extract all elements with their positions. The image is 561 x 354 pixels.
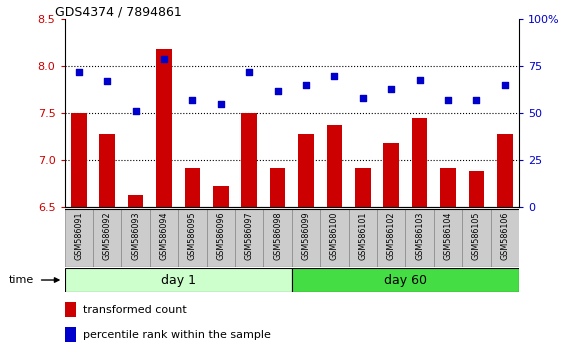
Bar (270, 168, 286, 207)
Text: percentile rank within the sample: percentile rank within the sample (82, 330, 270, 339)
Bar (93, 209, 121, 267)
Bar (497, 134, 513, 207)
Point (472, 97, 481, 103)
Bar (128, 195, 143, 207)
Text: GSM586103: GSM586103 (415, 212, 424, 260)
Bar (241, 113, 257, 207)
Text: GSM586097: GSM586097 (245, 212, 254, 261)
Point (216, 101, 225, 107)
Point (387, 86, 396, 92)
Point (74, 69, 83, 75)
Bar (292, 268, 519, 292)
Bar (178, 209, 206, 267)
Bar (320, 209, 348, 267)
Bar (440, 168, 456, 207)
Point (245, 69, 254, 75)
Point (415, 77, 424, 82)
Bar (383, 143, 399, 207)
Point (330, 73, 339, 79)
Bar (156, 50, 172, 207)
Point (131, 109, 140, 114)
Bar (150, 209, 178, 267)
Text: GSM586092: GSM586092 (103, 212, 112, 261)
Point (301, 82, 310, 88)
Point (500, 82, 509, 88)
Text: GSM586099: GSM586099 (301, 212, 310, 261)
Bar (121, 209, 150, 267)
Bar (65, 327, 76, 342)
Text: GSM586101: GSM586101 (358, 212, 367, 260)
Bar (263, 209, 292, 267)
Bar (490, 209, 519, 267)
Bar (468, 171, 484, 207)
Bar (406, 209, 434, 267)
Point (443, 97, 452, 103)
Bar (327, 125, 342, 207)
Bar (298, 134, 314, 207)
Bar (71, 113, 86, 207)
Text: GSM586104: GSM586104 (443, 212, 452, 260)
Point (188, 97, 197, 103)
Text: GDS4374 / 7894861: GDS4374 / 7894861 (56, 5, 182, 18)
Text: GSM586100: GSM586100 (330, 212, 339, 260)
Bar (99, 134, 115, 207)
Text: GSM586105: GSM586105 (472, 212, 481, 260)
Text: GSM586098: GSM586098 (273, 212, 282, 260)
Text: GSM586091: GSM586091 (74, 212, 83, 260)
Bar (185, 168, 200, 207)
Text: GSM586094: GSM586094 (159, 212, 168, 260)
Text: GSM586093: GSM586093 (131, 212, 140, 260)
Bar (65, 268, 292, 292)
Text: time: time (8, 275, 34, 285)
Point (273, 88, 282, 93)
Bar (412, 118, 427, 207)
Bar (377, 209, 406, 267)
Bar (292, 209, 320, 267)
Text: GSM586102: GSM586102 (387, 212, 396, 260)
Bar (206, 209, 235, 267)
Point (358, 96, 367, 101)
Bar (355, 168, 370, 207)
Text: transformed count: transformed count (82, 305, 186, 315)
Bar (434, 209, 462, 267)
Text: day 60: day 60 (384, 274, 427, 286)
Point (103, 79, 112, 84)
Text: GSM586106: GSM586106 (500, 212, 509, 260)
Bar (65, 302, 76, 317)
Text: day 1: day 1 (160, 274, 196, 286)
Text: GSM586096: GSM586096 (216, 212, 225, 260)
Bar (462, 209, 490, 267)
Point (159, 56, 168, 62)
Bar (65, 209, 93, 267)
Bar (348, 209, 377, 267)
Bar (213, 187, 228, 207)
Bar (235, 209, 263, 267)
Text: GSM586095: GSM586095 (188, 212, 197, 261)
